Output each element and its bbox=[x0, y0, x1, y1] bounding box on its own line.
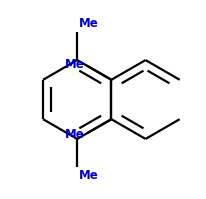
Text: Me: Me bbox=[65, 128, 84, 141]
Text: Me: Me bbox=[78, 169, 98, 182]
Text: Me: Me bbox=[65, 58, 84, 71]
Text: Me: Me bbox=[78, 17, 98, 30]
